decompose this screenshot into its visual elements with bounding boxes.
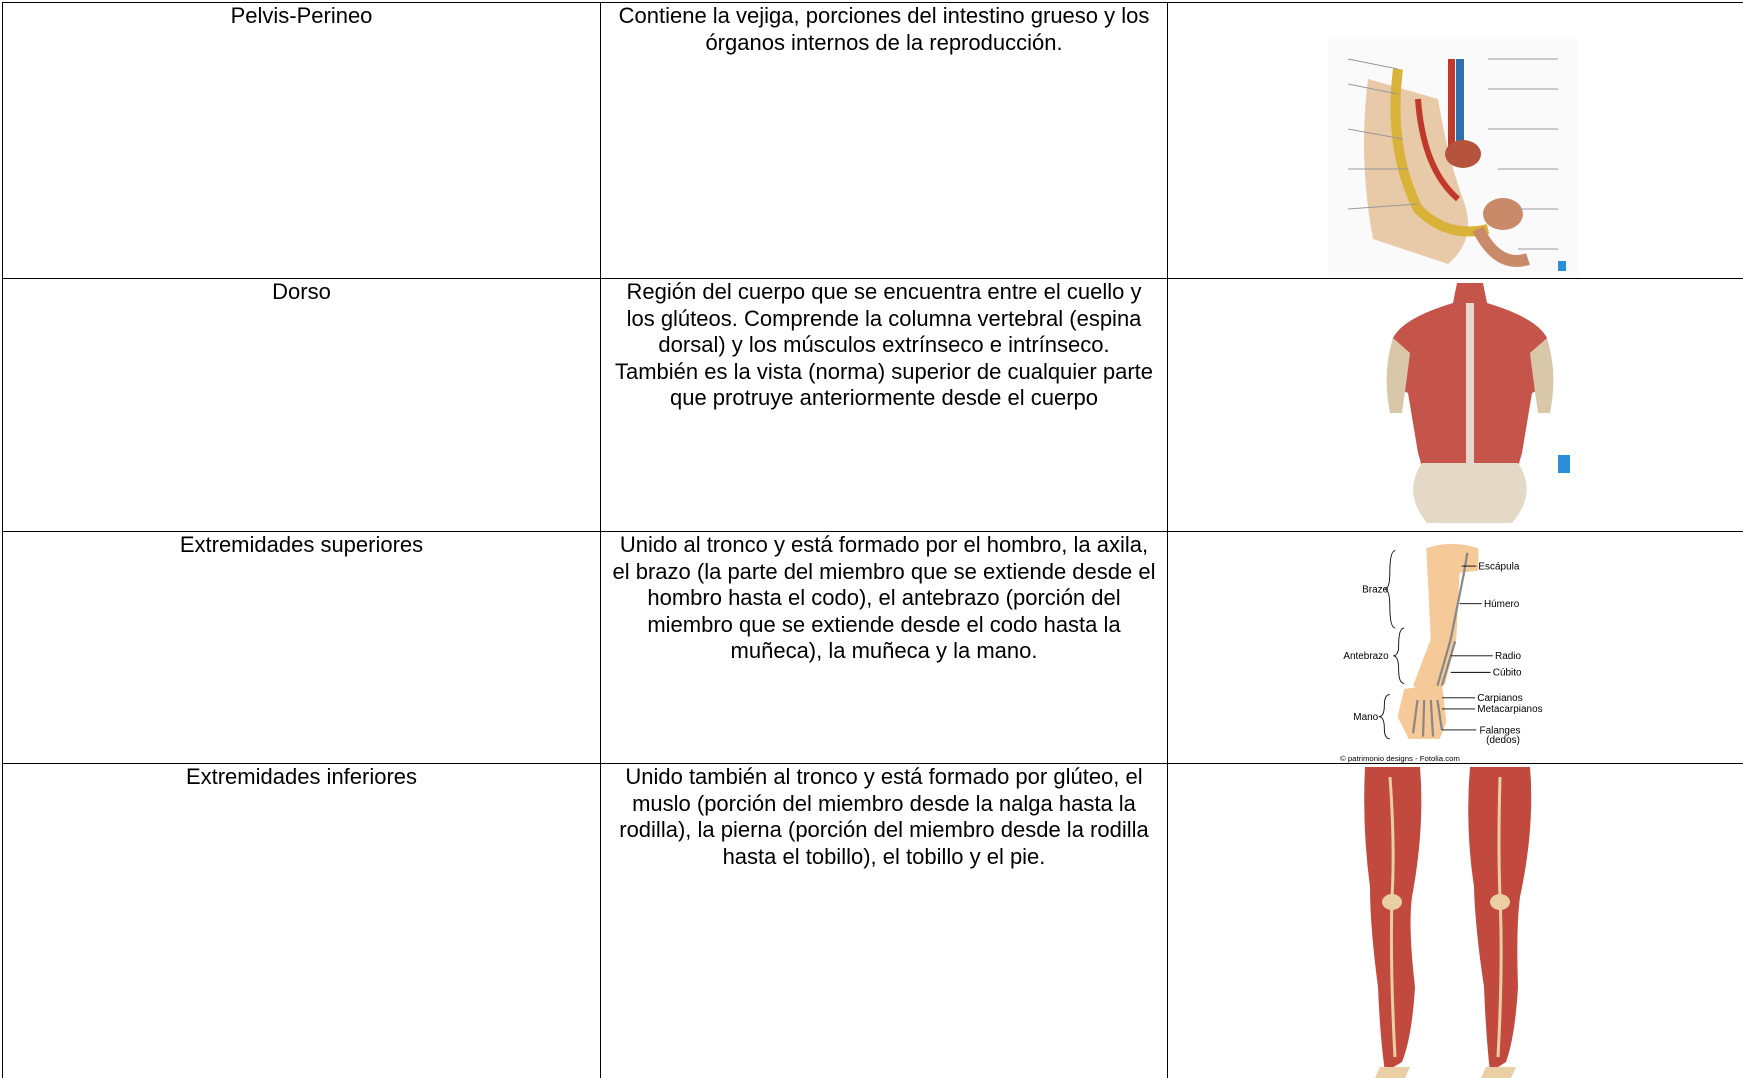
figure-label: Húmero bbox=[1484, 599, 1520, 610]
description-text: También es la vista (norma) superior de … bbox=[614, 358, 1154, 411]
description-cell: Unido también al tronco y está formado p… bbox=[600, 763, 1168, 1078]
figure-label: Carpianos bbox=[1477, 693, 1522, 704]
figure-label: Metacarpianos bbox=[1477, 704, 1542, 715]
figure-label: Antebrazo bbox=[1343, 651, 1389, 662]
description-text: Unido también al tronco y está formado p… bbox=[619, 764, 1149, 869]
description-text: Región del cuerpo que se encuentra entre… bbox=[626, 279, 1142, 357]
region-cell: Pelvis-Perineo bbox=[2, 2, 601, 279]
upper-limb-illustration: Escápula Brazo Húmero Antebrazo Radio Cúbito C… bbox=[1340, 543, 1543, 763]
description-cell: Región del cuerpo que se encuentra entre… bbox=[600, 278, 1168, 532]
figure-label: (dedos) bbox=[1486, 735, 1520, 746]
figure-label: Falanges bbox=[1480, 725, 1521, 736]
figure-label: Cúbito bbox=[1493, 668, 1522, 679]
region-cell: Extremidades superiores bbox=[2, 531, 601, 764]
figure-label: Escápula bbox=[1478, 561, 1519, 572]
pelvis-illustration bbox=[1328, 39, 1578, 276]
figure-label: Brazo bbox=[1362, 585, 1388, 596]
description-cell: Unido al tronco y está formado por el ho… bbox=[600, 531, 1168, 764]
figure-credit: © patrimonio designs - Fotolia.com bbox=[1340, 754, 1460, 763]
region-cell: Extremidades inferiores bbox=[2, 763, 601, 1078]
description-text: Unido al tronco y está formado por el ho… bbox=[612, 532, 1156, 663]
table-row: Extremidades inferiores Unido también al … bbox=[2, 763, 1743, 1078]
description-cell: Contiene la vejiga, porciones del intest… bbox=[600, 2, 1168, 279]
figure-label: Mano bbox=[1353, 712, 1378, 723]
image-cell bbox=[1167, 763, 1743, 1078]
lower-limb-illustration bbox=[1364, 767, 1532, 1078]
figure-label: Radio bbox=[1495, 651, 1521, 662]
description-text: Contiene la vejiga, porciones del intest… bbox=[618, 3, 1150, 55]
back-illustration bbox=[1386, 283, 1570, 523]
region-cell: Dorso bbox=[2, 278, 601, 532]
